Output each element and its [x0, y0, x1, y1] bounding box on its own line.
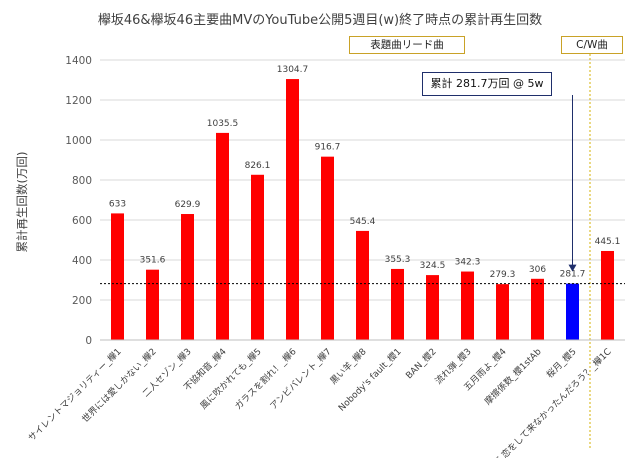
y-tick-label: 800: [72, 175, 92, 187]
callout-arrowhead: [568, 264, 577, 272]
callout-box: 累計 281.7万回 @ 5w: [422, 72, 552, 96]
y-tick-label: 1400: [65, 55, 92, 67]
data-label: 826.1: [245, 161, 271, 171]
bar: [356, 230, 369, 340]
y-tick-label: 600: [72, 215, 92, 227]
data-label: 545.4: [350, 217, 376, 227]
y-axis-label: 累計再生回数(万回): [15, 151, 29, 253]
data-label: 324.5: [420, 261, 446, 271]
data-label: 355.3: [385, 255, 411, 265]
category-label: なぜ 恋をして来なかったんだろう？_欅1C: [484, 346, 614, 458]
bar: [111, 213, 124, 340]
data-label: 633: [109, 199, 126, 209]
y-tick-label: 0: [85, 335, 92, 347]
data-label: 445.1: [595, 237, 621, 247]
y-tick-label: 200: [72, 295, 92, 307]
chart-title: 欅坂46&欅坂46主要曲MVのYouTube公開5週目(w)終了時点の累計再生回…: [97, 13, 543, 28]
category-label: Nobody's fault_櫻1: [336, 346, 404, 414]
data-label: 629.9: [175, 200, 201, 210]
data-label: 916.7: [315, 143, 341, 153]
section-label-main: 表題曲リード曲: [349, 36, 465, 54]
bar: [216, 132, 229, 340]
bar: [181, 214, 194, 340]
bar: [251, 174, 264, 340]
data-label: 279.3: [490, 270, 516, 280]
bar: [496, 284, 509, 340]
data-label: 351.6: [140, 256, 166, 266]
bar: [531, 278, 544, 340]
bar: [566, 283, 579, 340]
data-label: 342.3: [455, 258, 481, 268]
category-label: 摩擦係数_櫻1stAb: [482, 345, 544, 407]
data-label: 1035.5: [207, 119, 239, 129]
bar: [426, 275, 439, 340]
category-label: 桜月_櫻5: [544, 346, 579, 381]
data-label: 306: [529, 265, 546, 275]
bar: [146, 269, 159, 340]
category-label: BAN_櫻2: [403, 346, 439, 382]
category-label: ガラスを割れ！_欅6: [232, 345, 299, 412]
bar: [286, 79, 299, 340]
data-label: 1304.7: [277, 65, 309, 75]
y-tick-label: 1000: [65, 135, 92, 147]
category-label: 風に吹かれても_欅5: [197, 346, 263, 412]
bar: [391, 268, 404, 340]
bar: [601, 250, 614, 340]
y-tick-label: 1200: [65, 95, 92, 107]
bar: [321, 156, 334, 340]
bar: [461, 271, 474, 340]
data-label: 281.7: [560, 270, 586, 280]
category-label: アンビバレント_欅7: [268, 346, 334, 412]
section-label-cw: C/W曲: [561, 36, 623, 54]
y-tick-label: 400: [72, 255, 92, 267]
